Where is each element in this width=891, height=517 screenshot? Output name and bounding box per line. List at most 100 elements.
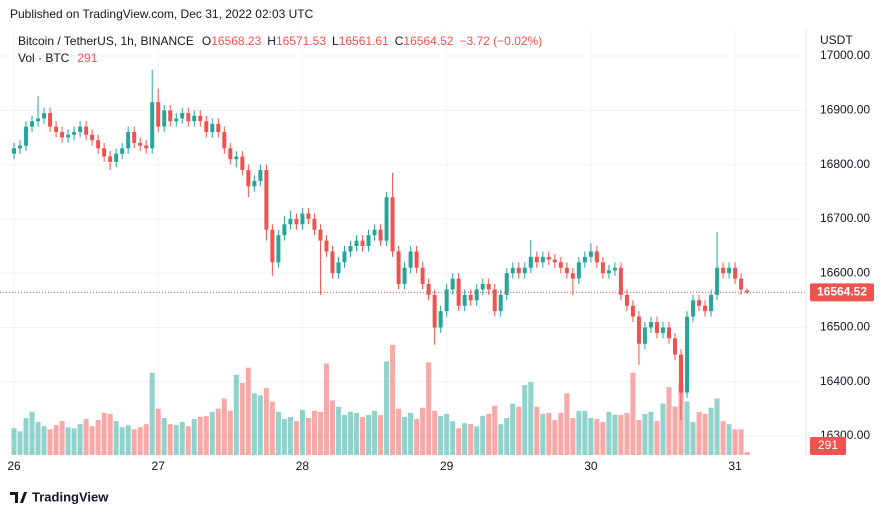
candle-body	[516, 267, 521, 274]
candle-body	[18, 145, 23, 149]
candle-body	[582, 256, 587, 263]
candle-body	[624, 294, 629, 306]
volume-bar	[732, 429, 738, 455]
candle-body	[48, 113, 53, 127]
candle-body	[210, 123, 215, 133]
candle-body	[90, 134, 95, 141]
volume-bar	[600, 422, 606, 455]
candle-body	[66, 134, 71, 138]
candle-body	[600, 262, 605, 274]
volume-bar	[227, 410, 233, 455]
candle-body	[426, 284, 431, 295]
volume-bar	[588, 417, 594, 455]
volume-bar	[498, 424, 504, 455]
volume-bar	[89, 426, 95, 455]
volume-bar	[444, 413, 450, 455]
candle-body	[132, 132, 137, 143]
candle-body	[240, 156, 245, 171]
candle-body	[432, 294, 437, 328]
volume-bar	[360, 416, 366, 455]
x-tick-label: 31	[728, 459, 742, 473]
y-tick-label: 16700.00	[820, 211, 870, 225]
volume-bar	[329, 400, 335, 455]
volume-bar	[504, 417, 510, 455]
volume-bar	[263, 388, 269, 455]
candle-body	[138, 142, 143, 146]
candle-body	[30, 121, 35, 127]
volume-bar	[378, 414, 384, 455]
candle-body	[36, 118, 41, 122]
volume-bar	[660, 403, 666, 455]
x-tick-label: 29	[440, 459, 454, 473]
candle-body	[318, 229, 323, 241]
volume-bar	[480, 415, 486, 455]
candle-body	[288, 218, 293, 225]
volume-bar	[305, 417, 311, 455]
volume-bar	[714, 398, 720, 455]
volume-bar	[65, 427, 71, 455]
candle-body	[174, 118, 179, 122]
candle-body	[342, 251, 347, 263]
candle-body	[282, 224, 287, 236]
candle-body	[660, 327, 665, 333]
candle-body	[540, 256, 545, 263]
candle-body	[733, 267, 738, 279]
volume-bar	[23, 417, 29, 455]
volume-bar	[239, 383, 245, 455]
candle-body	[745, 290, 750, 293]
x-tick-label: 26	[7, 459, 21, 473]
volume-bar	[558, 412, 564, 455]
volume-bar	[432, 410, 438, 455]
volume-bar	[323, 363, 329, 455]
candle-body	[294, 218, 299, 225]
marks	[11, 69, 750, 455]
y-tick-label: 16400.00	[820, 374, 870, 388]
candle-body	[739, 278, 744, 290]
volume-bar	[143, 424, 149, 455]
candle-body	[630, 305, 635, 317]
volume-bar	[113, 421, 119, 455]
volume-bar	[462, 423, 468, 455]
candle-body	[420, 267, 425, 285]
volume-bar	[744, 452, 750, 455]
volume-badge	[810, 437, 846, 455]
x-tick-label: 30	[584, 459, 598, 473]
candle-body	[378, 229, 383, 241]
candle-body	[330, 251, 335, 274]
legend-value: 16561.61	[339, 34, 389, 48]
volume-bar	[546, 412, 552, 455]
candle-body	[24, 126, 29, 146]
volume-bar	[293, 421, 299, 455]
x-tick-label: 27	[152, 459, 166, 473]
candle-body	[234, 156, 239, 160]
volume-bar	[594, 419, 600, 455]
volume-bar	[708, 407, 714, 455]
volume-bar	[83, 419, 89, 455]
volume-bar	[348, 411, 354, 455]
legend-change: −3.72 (−0.02%)	[459, 34, 542, 48]
volume-bar	[474, 426, 480, 455]
volume-bar	[161, 417, 167, 455]
volume-bar	[335, 406, 341, 455]
volume-bar	[101, 412, 107, 455]
candle-body	[156, 102, 161, 127]
volume-bar	[155, 408, 161, 455]
candle-body	[312, 218, 317, 230]
volume-bar	[408, 412, 414, 455]
candle-body	[703, 305, 708, 312]
candle-body	[606, 270, 611, 274]
legend-symbol: Bitcoin / TetherUS, 1h, BINANCE	[18, 34, 194, 48]
candle-body	[108, 156, 113, 162]
legend-line: Bitcoin / TetherUS, 1h, BINANCE O16568.23…	[18, 34, 542, 48]
candle-body	[618, 267, 623, 295]
candle-body	[510, 267, 515, 274]
volume-bar	[299, 409, 305, 455]
candle-body	[372, 229, 377, 236]
candle-body	[84, 126, 89, 135]
volume-bar	[684, 401, 690, 455]
candle-body	[594, 251, 599, 263]
candle-body	[727, 267, 732, 274]
volume-bar	[396, 408, 402, 455]
candle-body	[78, 126, 83, 133]
volume-bar	[390, 345, 396, 455]
